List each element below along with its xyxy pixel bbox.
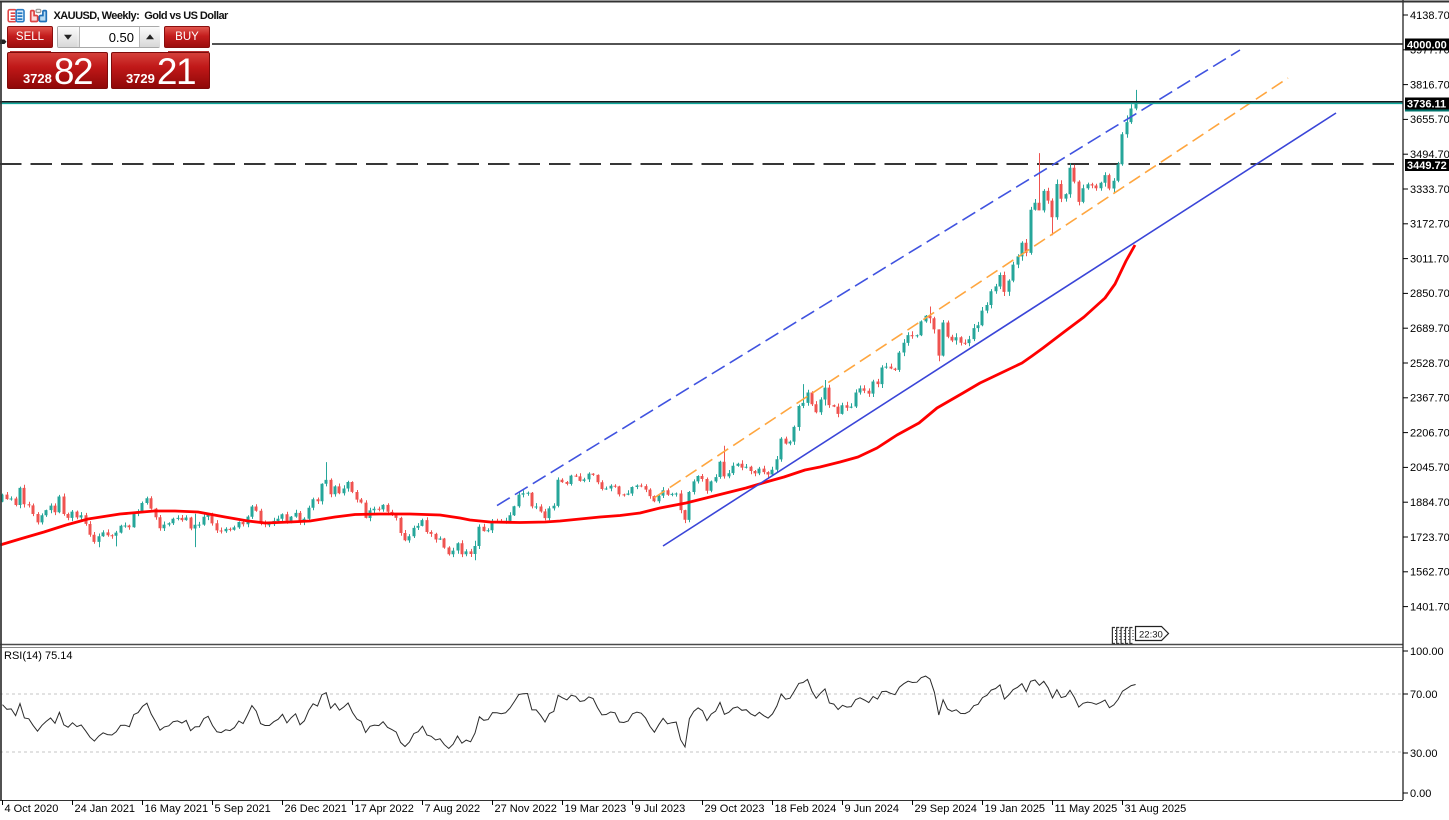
svg-text:29 Oct 2023: 29 Oct 2023 <box>705 803 765 815</box>
svg-text:11 May 2025: 11 May 2025 <box>1055 803 1118 815</box>
svg-text:1401.70: 1401.70 <box>1410 601 1449 613</box>
svg-text:16 May 2021: 16 May 2021 <box>145 803 209 815</box>
svg-text:70.00: 70.00 <box>1410 689 1438 701</box>
svg-text:2367.70: 2367.70 <box>1410 393 1449 405</box>
svg-text:27 Nov 2022: 27 Nov 2022 <box>495 803 557 815</box>
svg-text:24 Jan 2021: 24 Jan 2021 <box>75 803 136 815</box>
svg-text:17 Apr 2022: 17 Apr 2022 <box>355 803 414 815</box>
svg-text:5 Sep 2021: 5 Sep 2021 <box>215 803 271 815</box>
svg-text:30.00: 30.00 <box>1410 748 1438 760</box>
svg-text:3494.70: 3494.70 <box>1410 149 1449 161</box>
svg-text:9 Jun 2024: 9 Jun 2024 <box>845 803 899 815</box>
svg-text:3655.70: 3655.70 <box>1410 114 1449 126</box>
svg-text:19 Mar 2023: 19 Mar 2023 <box>565 803 627 815</box>
svg-text:3172.70: 3172.70 <box>1410 219 1449 231</box>
svg-text:0.00: 0.00 <box>1410 788 1431 800</box>
svg-text:19 Jan 2025: 19 Jan 2025 <box>985 803 1046 815</box>
svg-text:4138.70: 4138.70 <box>1410 10 1449 22</box>
svg-text:2689.70: 2689.70 <box>1410 323 1449 335</box>
svg-text:2045.70: 2045.70 <box>1410 462 1449 474</box>
svg-text:XAUUSD, Weekly: Gold vs US Do: XAUUSD, Weekly: Gold vs US Dollar <box>54 10 230 22</box>
svg-text:18 Feb 2024: 18 Feb 2024 <box>775 803 837 815</box>
svg-text:2528.70: 2528.70 <box>1410 358 1449 370</box>
svg-text:3449.72: 3449.72 <box>1407 160 1447 172</box>
svg-text:100.00: 100.00 <box>1410 646 1444 658</box>
svg-text:7 Aug 2022: 7 Aug 2022 <box>425 803 481 815</box>
svg-text:4000.00: 4000.00 <box>1407 39 1447 51</box>
svg-text:2850.70: 2850.70 <box>1410 288 1449 300</box>
svg-text:2206.70: 2206.70 <box>1410 427 1449 439</box>
svg-text:29 Sep 2024: 29 Sep 2024 <box>915 803 977 815</box>
svg-text:26 Dec 2021: 26 Dec 2021 <box>285 803 347 815</box>
svg-text:31 Aug 2025: 31 Aug 2025 <box>1125 803 1187 815</box>
svg-text:22:30: 22:30 <box>1139 630 1163 641</box>
svg-text:3736.11: 3736.11 <box>1407 98 1446 110</box>
svg-text:RSI(14) 75.14: RSI(14) 75.14 <box>4 650 72 662</box>
svg-text:1884.70: 1884.70 <box>1410 497 1449 509</box>
svg-text:1723.70: 1723.70 <box>1410 532 1449 544</box>
svg-text:3816.70: 3816.70 <box>1410 79 1449 91</box>
svg-text:3333.70: 3333.70 <box>1410 184 1449 196</box>
svg-text:9 Jul 2023: 9 Jul 2023 <box>635 803 686 815</box>
svg-text:3011.70: 3011.70 <box>1410 253 1449 265</box>
svg-text:1562.70: 1562.70 <box>1410 567 1449 579</box>
svg-text:4 Oct 2020: 4 Oct 2020 <box>5 803 59 815</box>
